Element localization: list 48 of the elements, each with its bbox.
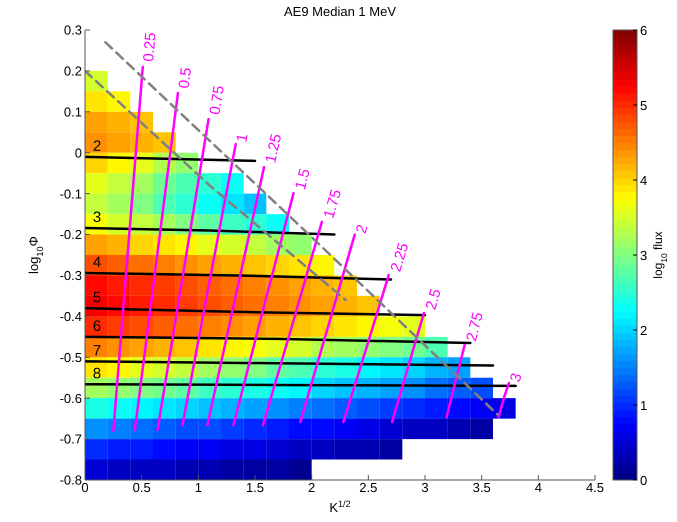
text: 1.5: [292, 166, 314, 192]
y-tick-label: -0.7: [60, 432, 82, 447]
y-tick-label: -0.8: [60, 472, 82, 488]
text: 0.75: [206, 84, 228, 116]
y-tick-label: -0.4: [60, 308, 82, 324]
y-tick-label: 0.1: [64, 104, 82, 120]
text: 2.75: [463, 310, 487, 343]
text: 3: [506, 371, 526, 384]
x-tick-label: 2: [308, 480, 316, 496]
text: 2.25: [388, 240, 412, 274]
color-bar-label: 5: [640, 98, 648, 113]
series-label: 6: [92, 318, 102, 335]
x-tick-label: 2.5: [359, 480, 378, 496]
series-label: 7: [92, 342, 102, 360]
y-tick-label: 0.2: [64, 64, 82, 79]
x-tick-label: 1.5: [246, 480, 264, 496]
x-axis-title: K$^{1/2}$: [329, 499, 351, 515]
text: 1.75: [320, 188, 345, 220]
color-bar-label: 2: [640, 323, 648, 338]
x-tick-label: 4: [534, 480, 542, 496]
text: 0.25: [140, 32, 160, 62]
y-tick-label: -0.2: [60, 227, 82, 242]
y-tick-label: -0.3: [60, 268, 82, 284]
x-tick-label: 1: [194, 480, 202, 496]
series-label: 8: [92, 365, 102, 382]
y-tick-label: -0.1: [60, 186, 82, 202]
color-bar-label: 3: [640, 248, 648, 263]
color-bar-label: 4: [640, 173, 648, 188]
x-tick-label: 0.5: [132, 480, 151, 496]
text: 0.5: [176, 66, 196, 90]
series-label: 2: [92, 138, 102, 155]
text: 1.25: [262, 132, 286, 165]
text: 2.5: [422, 286, 445, 312]
y-tick-label: 0.3: [64, 22, 82, 38]
color-bar-label: 1: [640, 398, 648, 413]
series-label: 3: [92, 208, 102, 226]
y-tick-label: 0: [74, 145, 82, 160]
y-tick-label: -0.5: [60, 350, 82, 365]
color-bar-label: 6: [640, 23, 648, 38]
series-label: 5: [92, 289, 102, 306]
series-label: 4: [92, 254, 102, 272]
text: 1: [233, 132, 252, 144]
x-tick-label: 4.5: [586, 480, 604, 496]
x-tick-label: 3: [421, 480, 429, 496]
chart-title: AE9 Median 1 MeV: [284, 4, 396, 19]
text: 2: [352, 222, 372, 236]
x-tick-label: 3.5: [472, 480, 491, 496]
y-tick-label: -0.6: [60, 390, 82, 406]
